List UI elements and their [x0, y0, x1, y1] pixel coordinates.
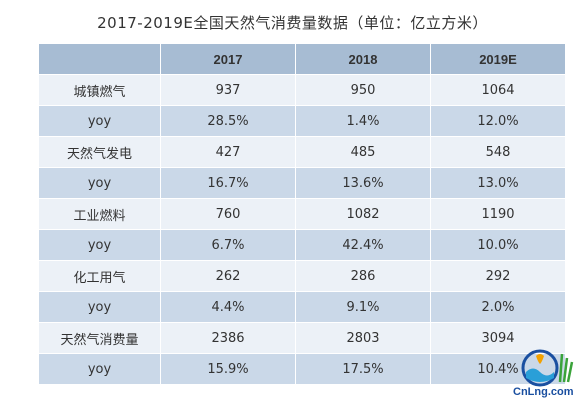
table-cell: 12.0% — [430, 105, 566, 137]
table-row: yoy 28.5% 1.4% 12.0% — [38, 105, 566, 137]
table-cell: 42.4% — [295, 229, 431, 261]
table-cell: 16.7% — [160, 167, 296, 199]
table-cell: 3094 — [430, 322, 566, 354]
row-label: 天然气发电 — [38, 136, 161, 168]
column-header: 2017 — [160, 43, 296, 75]
row-label: yoy — [38, 167, 161, 199]
table-cell: 6.7% — [160, 229, 296, 261]
table-cell: 485 — [295, 136, 431, 168]
row-label: 城镇燃气 — [38, 74, 161, 106]
table-row: 化工用气 262 286 292 — [38, 260, 566, 292]
column-header: 2019E — [430, 43, 566, 75]
table-title: 2017-2019E全国天然气消费量数据（单位：亿立方米） — [97, 14, 488, 32]
table-cell: 10.0% — [430, 229, 566, 261]
column-header: 2018 — [295, 43, 431, 75]
table-row: yoy 4.4% 9.1% 2.0% — [38, 291, 566, 323]
table-cell: 9.1% — [295, 291, 431, 323]
row-label: 天然气消费量 — [38, 322, 161, 354]
table-row: 天然气发电 427 485 548 — [38, 136, 566, 168]
table-cell: 292 — [430, 260, 566, 292]
table-row: yoy 16.7% 13.6% 13.0% — [38, 167, 566, 199]
column-header — [38, 43, 161, 75]
row-label: yoy — [38, 229, 161, 261]
table-cell: 28.5% — [160, 105, 296, 137]
table-cell: 548 — [430, 136, 566, 168]
table-cell: 262 — [160, 260, 296, 292]
table-row: yoy 6.7% 42.4% 10.0% — [38, 229, 566, 261]
table-row: 工业燃料 760 1082 1190 — [38, 198, 566, 230]
table-cell: 4.4% — [160, 291, 296, 323]
table-cell: 1.4% — [295, 105, 431, 137]
row-label: yoy — [38, 353, 161, 385]
table-cell: 1082 — [295, 198, 431, 230]
table-cell: 286 — [295, 260, 431, 292]
row-label: 化工用气 — [38, 260, 161, 292]
table-cell: 2.0% — [430, 291, 566, 323]
row-label: yoy — [38, 291, 161, 323]
table-cell: 13.0% — [430, 167, 566, 199]
consumption-table: 2017 2018 2019E 城镇燃气 937 950 1064 yoy 28.5% 1.… — [38, 43, 566, 385]
table-cell: 937 — [160, 74, 296, 106]
table-row: 城镇燃气 937 950 1064 — [38, 74, 566, 106]
table-cell: 2386 — [160, 322, 296, 354]
header-row: 2017 2018 2019E — [38, 43, 566, 75]
table-cell: 950 — [295, 74, 431, 106]
table-cell: 17.5% — [295, 353, 431, 385]
table-cell: 760 — [160, 198, 296, 230]
watermark-text: CnLng.com — [513, 386, 574, 398]
table-cell: 1190 — [430, 198, 566, 230]
table-cell: 15.9% — [160, 353, 296, 385]
row-label: yoy — [38, 105, 161, 137]
table-cell: 1064 — [430, 74, 566, 106]
table-cell: 2803 — [295, 322, 431, 354]
table-cell: 427 — [160, 136, 296, 168]
table-cell: 13.6% — [295, 167, 431, 199]
table-row: 天然气消费量 2386 2803 3094 — [38, 322, 566, 354]
logo-icon — [521, 349, 574, 387]
table-row: yoy 15.9% 17.5% 10.4% — [38, 353, 566, 385]
row-label: 工业燃料 — [38, 198, 161, 230]
